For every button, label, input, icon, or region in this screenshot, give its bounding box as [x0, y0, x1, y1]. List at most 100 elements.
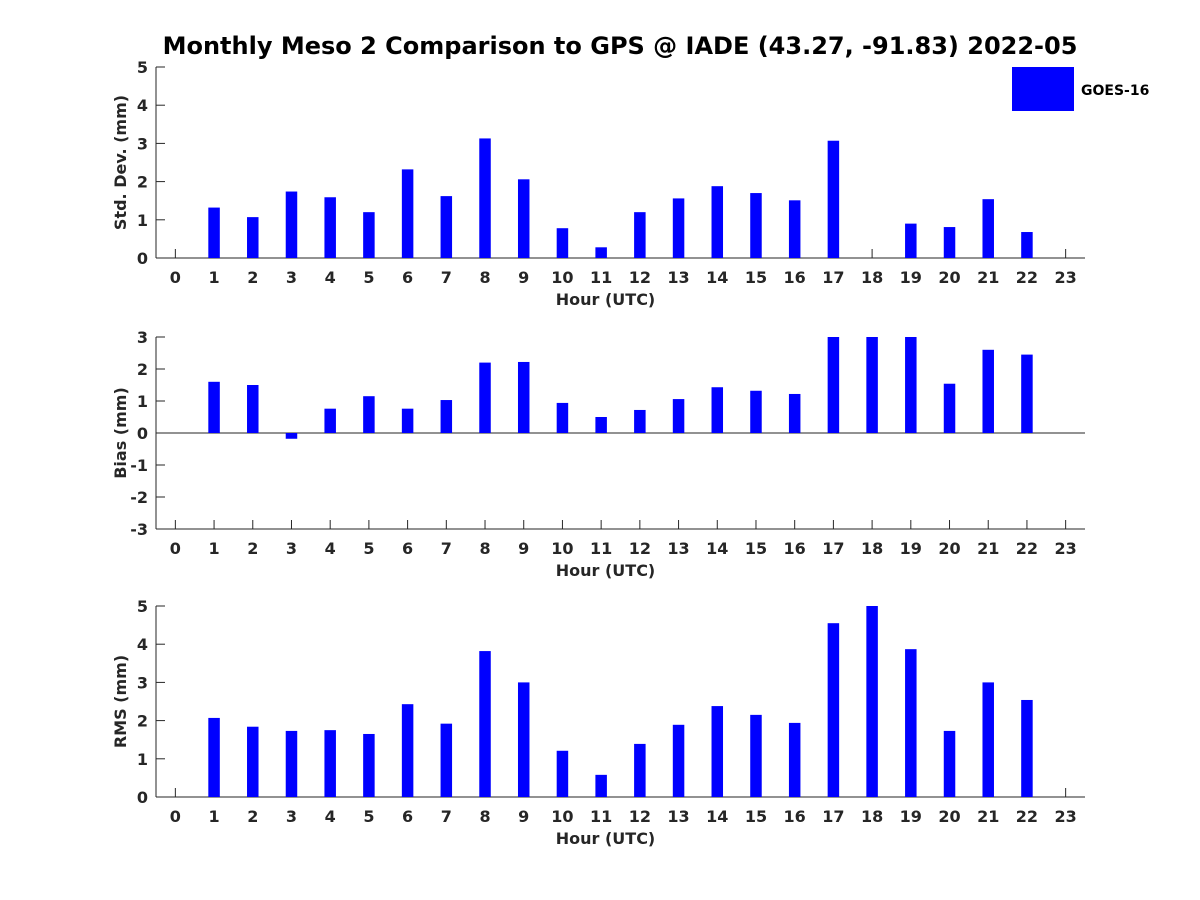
x-tick-label: 13	[667, 539, 689, 558]
bar-hour-7	[440, 723, 453, 797]
y-tick-label: -2	[130, 488, 148, 507]
y-axis-label: Bias (mm)	[111, 387, 130, 479]
bar-hour-14	[711, 186, 724, 258]
bar-hour-16	[788, 393, 801, 433]
bar-hour-22	[1021, 699, 1033, 797]
y-tick-label: 4	[137, 96, 148, 115]
x-tick-label: 0	[170, 539, 181, 558]
bar-hour-2	[247, 217, 259, 258]
x-tick-label: 23	[1055, 807, 1077, 826]
legend-label: GOES-16	[1081, 83, 1149, 99]
bar-hour-18	[866, 337, 878, 433]
bar-hour-1	[208, 717, 220, 797]
y-tick-label: 4	[137, 635, 148, 654]
bar-hour-1	[208, 381, 220, 433]
x-axis-label: Hour (UTC)	[556, 829, 656, 848]
bar-hour-22	[1021, 232, 1033, 258]
x-tick-label: 3	[286, 539, 297, 558]
y-tick-label: 0	[137, 424, 148, 443]
bar-hour-14	[711, 706, 724, 797]
x-tick-label: 0	[170, 268, 181, 287]
bar-hour-16	[788, 200, 801, 258]
bar-hour-3	[285, 433, 298, 439]
x-tick-label: 6	[402, 539, 413, 558]
x-tick-label: 7	[441, 268, 452, 287]
bar-hour-12	[634, 743, 646, 797]
bar-hour-19	[905, 649, 917, 797]
x-axis-label: Hour (UTC)	[556, 561, 656, 580]
y-tick-label: 0	[137, 788, 148, 807]
y-axis-label: RMS (mm)	[111, 655, 130, 748]
bar-hour-11	[595, 774, 607, 797]
y-tick-label: 1	[137, 211, 148, 230]
x-tick-label: 23	[1055, 539, 1077, 558]
bar-hour-2	[247, 385, 259, 433]
bar-hour-7	[440, 196, 453, 258]
x-tick-label: 12	[629, 268, 651, 287]
y-tick-label: 0	[137, 249, 148, 268]
x-tick-label: 5	[363, 268, 374, 287]
x-tick-label: 6	[402, 268, 413, 287]
y-tick-label: 3	[137, 328, 148, 347]
bar-hour-15	[750, 390, 762, 433]
x-tick-label: 21	[977, 539, 999, 558]
x-tick-label: 16	[784, 807, 806, 826]
x-tick-label: 4	[325, 807, 336, 826]
bar-hour-10	[556, 750, 569, 797]
x-tick-label: 13	[667, 268, 689, 287]
x-tick-label: 8	[479, 807, 490, 826]
legend-swatch	[1012, 67, 1074, 111]
bar-hour-6	[401, 704, 414, 797]
y-tick-label: -1	[130, 456, 148, 475]
x-tick-label: 1	[208, 268, 219, 287]
x-tick-label: 12	[629, 539, 651, 558]
x-tick-label: 1	[208, 539, 219, 558]
x-tick-label: 22	[1016, 268, 1038, 287]
x-tick-label: 14	[706, 539, 728, 558]
x-tick-label: 19	[900, 807, 922, 826]
x-tick-label: 9	[518, 268, 529, 287]
y-tick-label: 1	[137, 750, 148, 769]
x-tick-label: 14	[706, 807, 728, 826]
bar-hour-17	[827, 623, 840, 797]
bar-hour-11	[595, 417, 607, 433]
x-tick-label: 5	[363, 807, 374, 826]
y-tick-label: 2	[137, 712, 148, 731]
x-tick-label: 13	[667, 807, 689, 826]
bar-hour-18	[866, 606, 878, 797]
bar-hour-6	[401, 169, 414, 258]
bar-hour-17	[827, 337, 840, 433]
bar-hour-4	[324, 730, 336, 797]
bar-hour-19	[905, 337, 917, 433]
bar-hour-10	[556, 402, 569, 433]
x-tick-label: 2	[247, 268, 258, 287]
x-tick-label: 1	[208, 807, 219, 826]
bar-hour-13	[672, 399, 685, 433]
x-tick-label: 15	[745, 268, 767, 287]
y-tick-label: 5	[137, 597, 148, 616]
bar-hour-8	[479, 138, 491, 258]
bar-hour-5	[363, 212, 375, 258]
x-tick-label: 9	[518, 807, 529, 826]
x-tick-label: 8	[479, 539, 490, 558]
bar-hour-19	[905, 223, 917, 258]
bar-hour-5	[363, 733, 375, 797]
x-tick-label: 5	[363, 539, 374, 558]
x-tick-label: 15	[745, 539, 767, 558]
x-tick-label: 14	[706, 268, 728, 287]
x-tick-label: 17	[822, 268, 844, 287]
x-tick-label: 20	[938, 807, 960, 826]
bar-hour-12	[634, 212, 646, 258]
bar-hour-20	[943, 730, 956, 797]
bar-hour-3	[285, 730, 298, 797]
x-tick-label: 10	[551, 807, 573, 826]
bar-hour-11	[595, 247, 607, 258]
bar-hour-21	[982, 682, 994, 797]
bar-hour-8	[479, 651, 491, 797]
y-tick-label: 1	[137, 392, 148, 411]
x-tick-label: 11	[590, 807, 612, 826]
x-tick-label: 2	[247, 539, 258, 558]
